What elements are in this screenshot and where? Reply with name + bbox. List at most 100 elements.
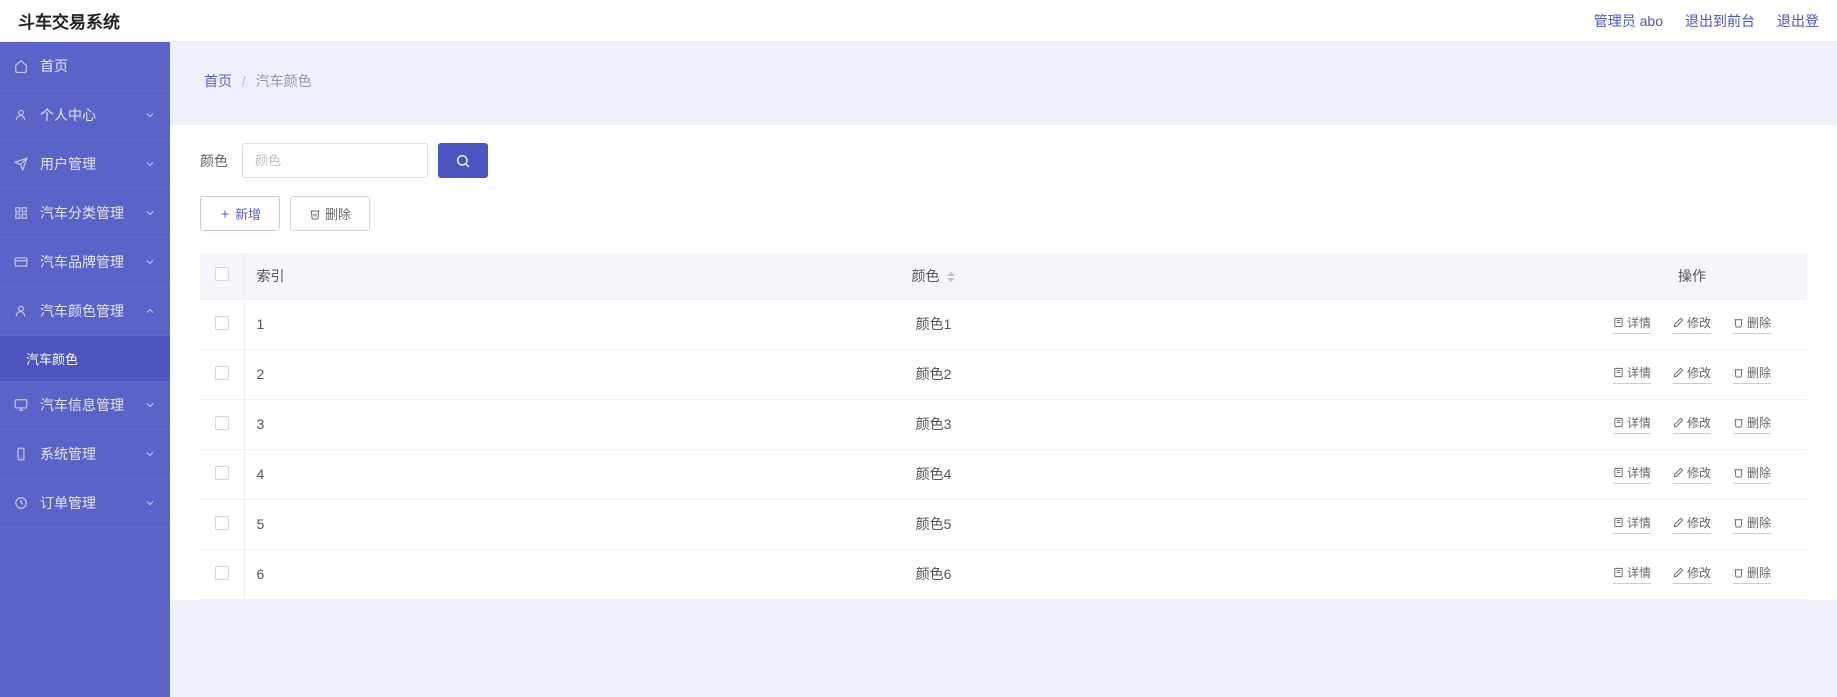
table-header-op: 操作 (1577, 253, 1807, 299)
sidebar-item-brand[interactable]: 汽车品牌管理 (0, 238, 170, 287)
chevron-down-icon (144, 497, 156, 509)
detail-link[interactable]: 详情 (1613, 464, 1651, 484)
detail-link[interactable]: 详情 (1613, 564, 1651, 584)
sidebar-item-label: 汽车颜色管理 (40, 301, 124, 321)
plus-icon (219, 208, 231, 220)
row-index: 2 (244, 349, 290, 399)
logout-front-link[interactable]: 退出到前台 (1685, 11, 1755, 31)
edit-link[interactable]: 修改 (1673, 364, 1711, 384)
chevron-down-icon (144, 158, 156, 170)
sidebar-sub-label: 汽车颜色 (26, 349, 78, 368)
row-checkbox[interactable] (215, 466, 229, 480)
trash-icon (1733, 567, 1744, 578)
chevron-down-icon (144, 109, 156, 121)
trash-icon (1733, 367, 1744, 378)
table-header-color[interactable]: 颜色 (290, 253, 1577, 299)
detail-link[interactable]: 详情 (1613, 364, 1651, 384)
action-row: 新增 删除 (200, 196, 1807, 231)
chevron-up-icon (144, 305, 156, 317)
edit-link[interactable]: 修改 (1673, 464, 1711, 484)
sidebar-item-user-mgmt[interactable]: 用户管理 (0, 140, 170, 189)
sidebar-item-label: 个人中心 (40, 105, 96, 125)
row-checkbox[interactable] (215, 316, 229, 330)
trash-icon (309, 208, 321, 220)
search-icon (455, 153, 471, 169)
row-color: 颜色3 (290, 399, 1577, 449)
row-delete-link[interactable]: 删除 (1733, 514, 1771, 534)
user-icon (14, 108, 32, 122)
sidebar-item-home[interactable]: 首页 (0, 42, 170, 91)
chevron-down-icon (144, 448, 156, 460)
sidebar-sub-color[interactable]: 汽车颜色 (0, 336, 170, 381)
detail-link[interactable]: 详情 (1613, 314, 1651, 334)
sidebar-item-category[interactable]: 汽车分类管理 (0, 189, 170, 238)
row-delete-link[interactable]: 删除 (1733, 564, 1771, 584)
table-row: 6颜色6详情修改删除 (200, 549, 1807, 599)
topbar-right: 管理员 abo 退出到前台 退出登 (1594, 11, 1819, 31)
doc-icon (1613, 367, 1624, 378)
row-checkbox[interactable] (215, 516, 229, 530)
row-delete-link[interactable]: 删除 (1733, 464, 1771, 484)
home-icon (14, 59, 32, 73)
sidebar-item-color[interactable]: 汽车颜色管理 (0, 287, 170, 336)
row-index: 4 (244, 449, 290, 499)
table-row: 1颜色1详情修改删除 (200, 299, 1807, 349)
sidebar-item-label: 汽车分类管理 (40, 203, 124, 223)
sidebar-item-label: 用户管理 (40, 154, 96, 174)
table-row: 2颜色2 详情 修改 删除 (200, 349, 1807, 399)
edit-link[interactable]: 修改 (1673, 414, 1711, 434)
main: 首页 / 汽车颜色 颜色 新增 删除 (170, 42, 1837, 697)
row-delete-link[interactable]: 删除 (1733, 314, 1771, 334)
send-icon (14, 157, 32, 171)
sidebar-item-order[interactable]: 订单管理 (0, 479, 170, 528)
row-color: 颜色1 (290, 299, 1577, 349)
logout-link[interactable]: 退出登 (1777, 11, 1819, 31)
chevron-down-icon (144, 256, 156, 268)
edit-icon (1673, 417, 1684, 428)
row-index: 3 (244, 399, 290, 449)
row-color: 颜色2 (290, 349, 1577, 399)
row-checkbox[interactable] (215, 416, 229, 430)
detail-link[interactable]: 详情 (1613, 514, 1651, 534)
filter-label: 颜色 (200, 151, 228, 171)
sidebar-item-carinfo[interactable]: 汽车信息管理 (0, 381, 170, 430)
breadcrumb-home[interactable]: 首页 (204, 73, 232, 89)
edit-link[interactable]: 修改 (1673, 314, 1711, 334)
row-checkbox[interactable] (215, 566, 229, 580)
sidebar-item-label: 首页 (40, 56, 68, 76)
sidebar-item-system[interactable]: 系统管理 (0, 430, 170, 479)
doc-icon (1613, 567, 1624, 578)
sidebar-item-personal[interactable]: 个人中心 (0, 91, 170, 140)
edit-icon (1673, 367, 1684, 378)
row-color: 颜色5 (290, 499, 1577, 549)
breadcrumb-current: 汽车颜色 (256, 73, 312, 89)
content-card: 颜色 新增 删除 (170, 125, 1837, 600)
edit-link[interactable]: 修改 (1673, 564, 1711, 584)
doc-icon (1613, 467, 1624, 478)
edit-link[interactable]: 修改 (1673, 514, 1711, 534)
detail-link[interactable]: 详情 (1613, 414, 1651, 434)
app-title: 斗车交易系统 (18, 8, 120, 33)
doc-icon (1613, 317, 1624, 328)
table-header-index: 索引 (244, 253, 290, 299)
card-icon (14, 255, 32, 269)
search-button[interactable] (438, 143, 488, 178)
doc-icon (1613, 417, 1624, 428)
delete-button[interactable]: 删除 (290, 196, 370, 231)
row-checkbox[interactable] (215, 366, 229, 380)
color-filter-input[interactable] (242, 143, 428, 178)
user-icon (14, 304, 32, 318)
sidebar-item-label: 订单管理 (40, 493, 96, 513)
phone-icon (14, 447, 32, 461)
row-delete-link[interactable]: 删除 (1733, 364, 1771, 384)
sidebar-item-label: 汽车品牌管理 (40, 252, 124, 272)
admin-label[interactable]: 管理员 abo (1594, 11, 1663, 31)
monitor-icon (14, 398, 32, 412)
chevron-down-icon (144, 207, 156, 219)
add-button[interactable]: 新增 (200, 196, 280, 231)
select-all-checkbox[interactable] (215, 267, 229, 281)
table-row: 5颜色5详情修改删除 (200, 499, 1807, 549)
edit-icon (1673, 567, 1684, 578)
trash-icon (1733, 417, 1744, 428)
row-delete-link[interactable]: 删除 (1733, 414, 1771, 434)
